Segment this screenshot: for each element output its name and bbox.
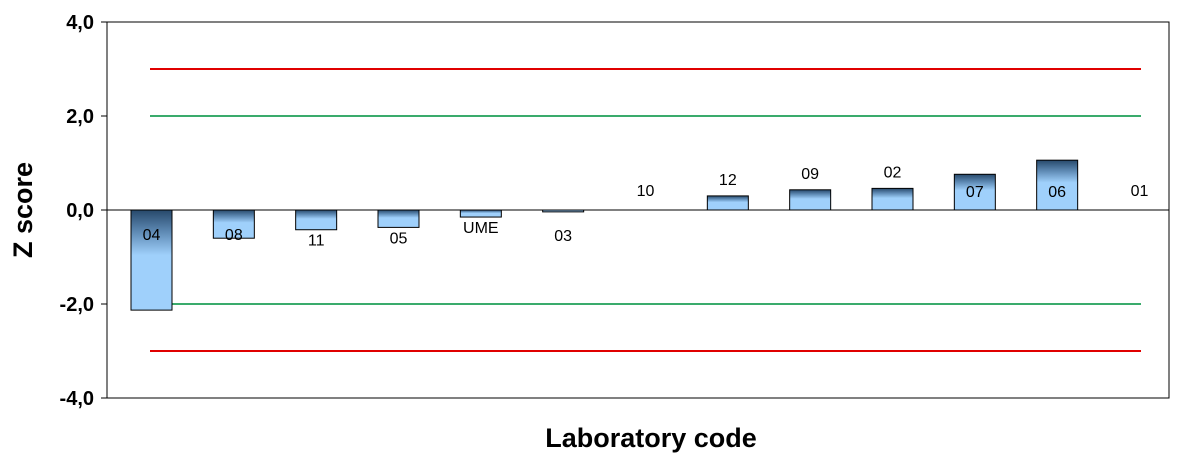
y-tick-label: -2,0 <box>60 294 94 316</box>
bar-label: 12 <box>719 172 737 189</box>
bar-05 <box>377 209 420 228</box>
bars: 04 08 11 05 UME 03 10 12 09 02 07 06 01 <box>130 159 1149 311</box>
bar-08 <box>212 209 255 239</box>
bar-ume <box>459 209 502 218</box>
y-axis-ticks: 4,0 2,0 0,0 -2,0 -4,0 <box>60 12 107 410</box>
bar-label: 03 <box>554 228 572 245</box>
bar-label: 07 <box>966 184 984 201</box>
y-tick-label: 0,0 <box>66 200 94 222</box>
bar-09 <box>789 189 832 211</box>
bar-02 <box>871 187 914 211</box>
bar-label: UME <box>463 220 499 237</box>
y-axis-title: Z score <box>8 162 38 258</box>
bar-label: 01 <box>1131 183 1149 200</box>
x-axis-title: Laboratory code <box>545 423 757 453</box>
bar-label: 11 <box>308 233 325 250</box>
y-tick-label: -4,0 <box>60 388 94 410</box>
reference-lines <box>150 68 1141 352</box>
bar-06 <box>1036 159 1079 211</box>
bar-label: 05 <box>390 230 408 247</box>
bar-label: 06 <box>1048 184 1066 201</box>
y-tick-label: 4,0 <box>66 12 94 34</box>
bar-12 <box>706 195 749 211</box>
bar-label: 09 <box>801 166 819 183</box>
y-tick-label: 2,0 <box>66 106 94 128</box>
bar-03 <box>542 209 585 213</box>
bar-07 <box>953 173 996 211</box>
bar-label: 10 <box>637 183 655 200</box>
bar-label: 08 <box>225 227 243 244</box>
bar-11 <box>295 209 338 231</box>
bar-label: 04 <box>143 227 161 244</box>
bar-label: 02 <box>884 164 902 181</box>
bar-04 <box>130 209 173 311</box>
